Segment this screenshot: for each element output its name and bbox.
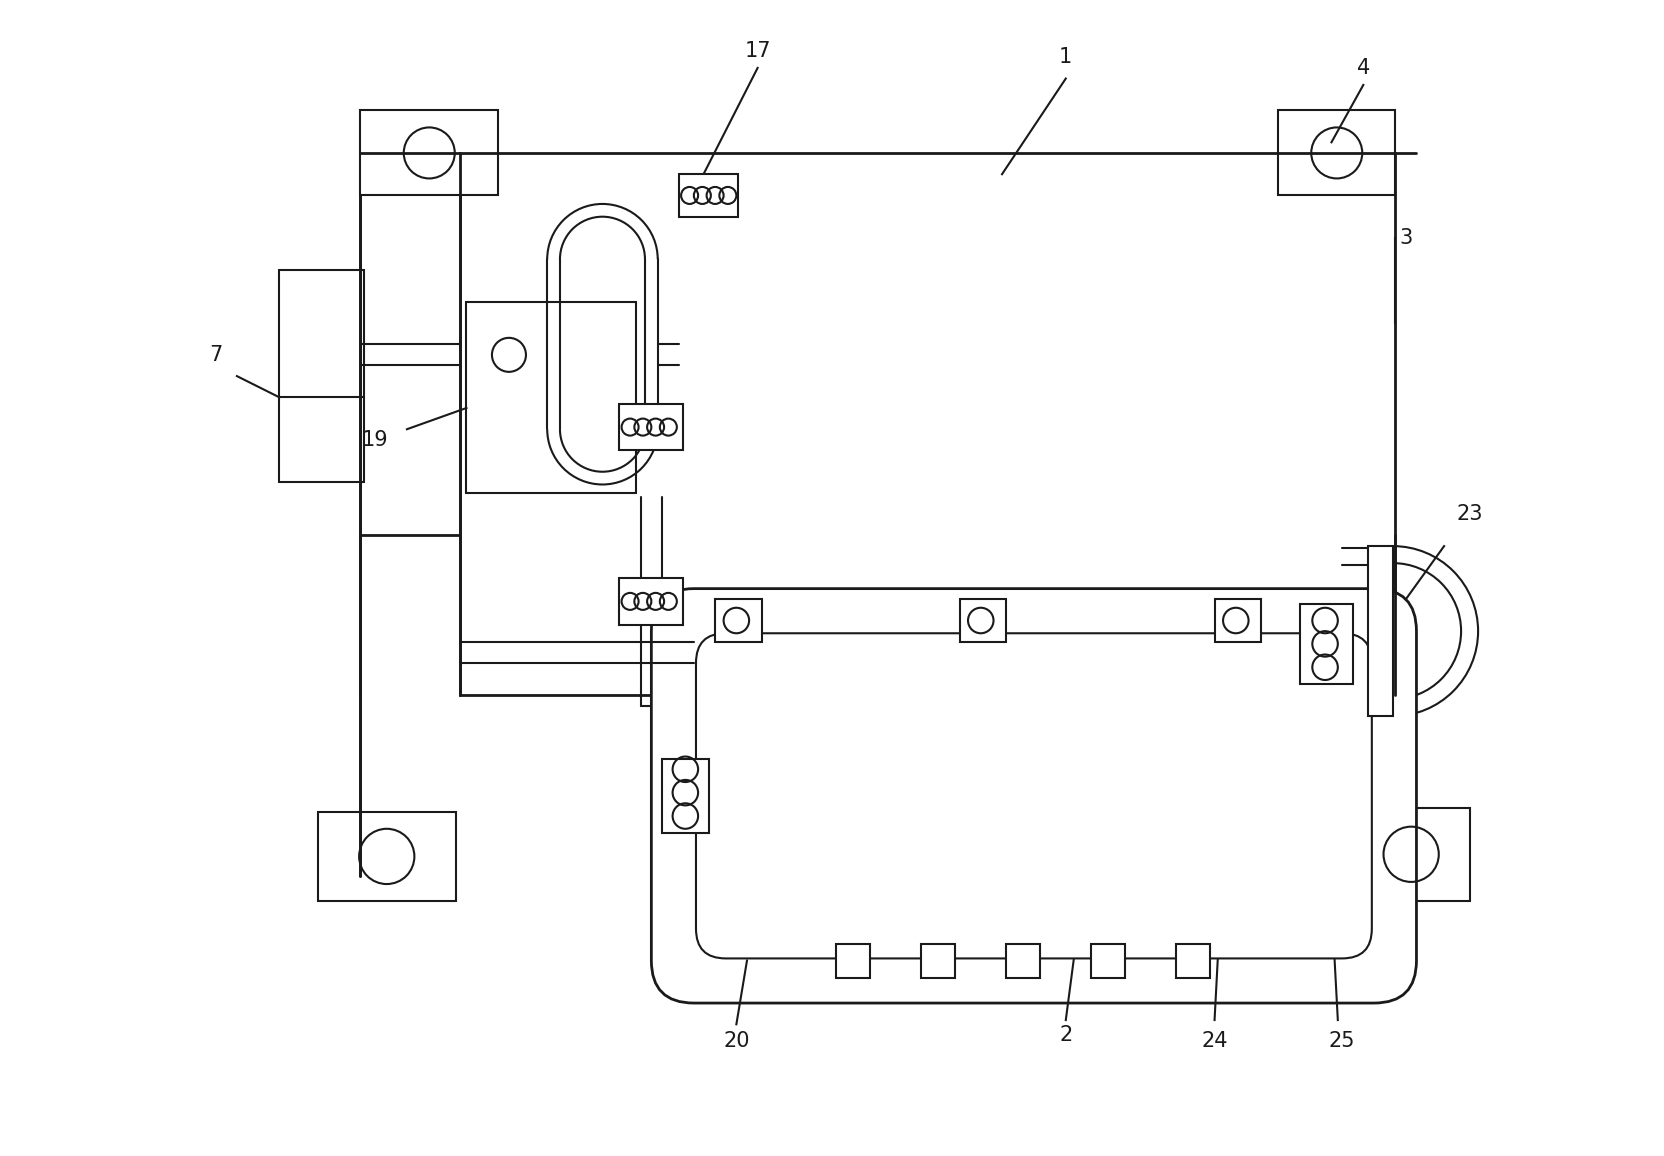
Bar [1353,808,1469,901]
Bar [318,812,456,901]
FancyBboxPatch shape [651,588,1416,1003]
Bar [280,269,364,482]
Bar [1007,943,1040,978]
Text: 4: 4 [1356,58,1369,77]
Text: 25: 25 [1330,1031,1354,1051]
Text: 23: 23 [1456,504,1483,524]
Bar [679,175,739,216]
Bar [716,599,762,642]
Text: 19: 19 [361,430,388,450]
Bar [619,403,684,451]
Bar [662,758,709,833]
Text: 3: 3 [1399,228,1413,247]
Bar [1300,603,1353,684]
Text: 24: 24 [1201,1031,1228,1051]
Text: 17: 17 [744,40,770,61]
Bar [1368,546,1393,717]
Bar [1278,111,1394,195]
Bar [1092,943,1125,978]
Bar [466,302,636,492]
Text: 20: 20 [724,1031,749,1051]
Bar [619,578,684,624]
Bar [1215,599,1261,642]
Text: 2: 2 [1060,1025,1072,1045]
Text: 7: 7 [210,344,223,365]
Bar [1176,943,1210,978]
FancyBboxPatch shape [696,633,1371,958]
Bar [359,111,498,195]
Bar [459,153,1394,695]
Bar [960,599,1007,642]
Bar [837,943,870,978]
Bar [922,943,955,978]
Text: 1: 1 [1060,47,1072,67]
